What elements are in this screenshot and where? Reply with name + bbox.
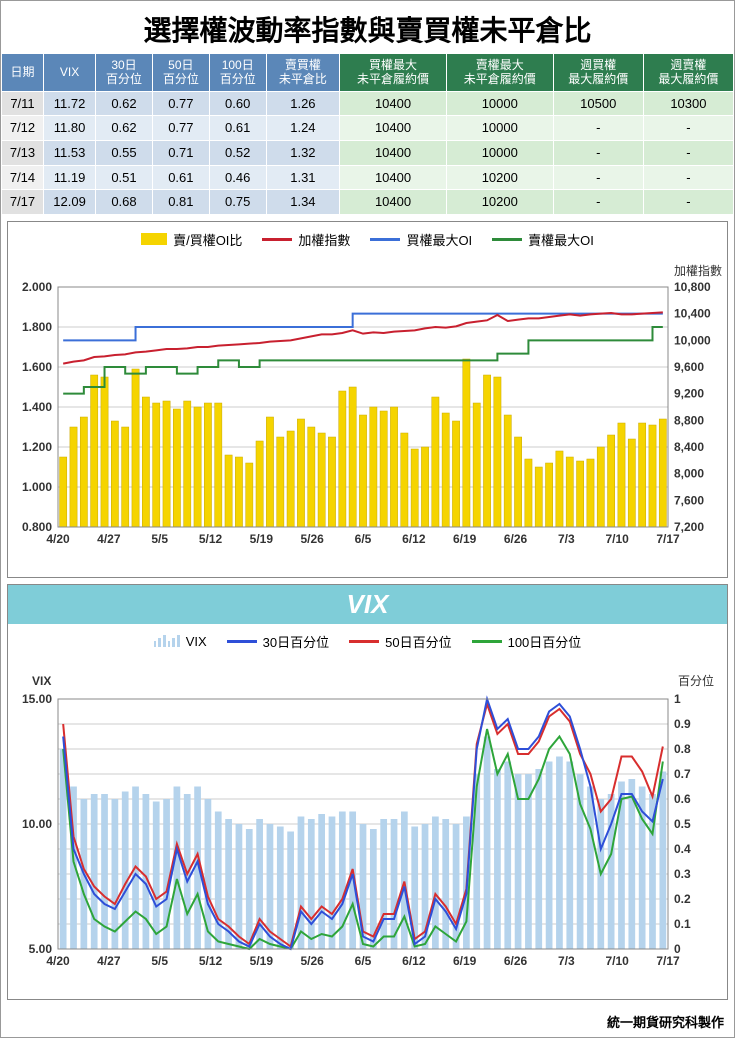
svg-text:1.200: 1.200 (22, 440, 52, 454)
svg-text:1: 1 (674, 692, 681, 706)
svg-text:VIX: VIX (32, 674, 51, 688)
legend-item: 加權指數 (262, 230, 350, 249)
svg-text:0.6: 0.6 (674, 792, 691, 806)
svg-text:4/20: 4/20 (46, 532, 70, 546)
th-left: 日期 (2, 54, 44, 92)
svg-text:0.9: 0.9 (674, 717, 691, 731)
svg-text:10,400: 10,400 (674, 306, 711, 320)
svg-text:7/10: 7/10 (605, 954, 629, 968)
svg-text:5/26: 5/26 (300, 532, 324, 546)
chart2-svg: 00.10.20.30.40.50.60.70.80.915.0010.0015… (8, 659, 728, 999)
svg-text:5/19: 5/19 (250, 954, 274, 968)
svg-text:5/12: 5/12 (199, 532, 223, 546)
legend-item: 賣權最大OI (492, 230, 594, 249)
svg-text:6/26: 6/26 (504, 954, 528, 968)
table-row: 7/1712.090.680.810.751.341040010200-- (2, 190, 734, 215)
svg-text:1.600: 1.600 (22, 360, 52, 374)
svg-text:0.8: 0.8 (674, 742, 691, 756)
chart1-svg: 0.8001.0001.2001.4001.6001.8002.0007,200… (8, 257, 728, 577)
th-left: 100日百分位 (209, 54, 266, 92)
svg-text:5/19: 5/19 (250, 532, 274, 546)
chart1-box: 賣/買權OI比加權指數買權最大OI賣權最大OI 0.8001.0001.2001… (7, 221, 728, 578)
svg-text:4/20: 4/20 (46, 954, 70, 968)
th-left: VIX (44, 54, 96, 92)
legend-item: 50日百分位 (349, 632, 451, 651)
svg-text:6/12: 6/12 (402, 954, 426, 968)
th-right: 買權最大未平倉履約價 (340, 54, 447, 92)
svg-text:7/17: 7/17 (656, 532, 680, 546)
table-row: 7/1211.800.620.770.611.241040010000-- (2, 116, 734, 141)
svg-text:5/12: 5/12 (199, 954, 223, 968)
table-row: 7/1311.530.550.710.521.321040010000-- (2, 140, 734, 165)
th-left: 50日百分位 (152, 54, 209, 92)
svg-text:0.5: 0.5 (674, 817, 691, 831)
th-right: 週買權最大履約價 (553, 54, 643, 92)
svg-text:6/5: 6/5 (355, 532, 372, 546)
svg-text:4/27: 4/27 (97, 954, 121, 968)
svg-text:5/26: 5/26 (300, 954, 324, 968)
svg-text:6/12: 6/12 (402, 532, 426, 546)
svg-text:7/3: 7/3 (558, 532, 575, 546)
svg-text:10,000: 10,000 (674, 333, 711, 347)
legend-item: 買權最大OI (370, 230, 472, 249)
footer-credit: 統一期貨研究科製作 (1, 1006, 734, 1037)
svg-text:2.000: 2.000 (22, 280, 52, 294)
svg-text:加權指數: 加權指數 (674, 263, 722, 278)
chart2-box: VIX VIX30日百分位50日百分位100日百分位 00.10.20.30.4… (7, 584, 728, 1000)
svg-text:0.4: 0.4 (674, 842, 691, 856)
svg-text:0.1: 0.1 (674, 917, 691, 931)
svg-text:7/17: 7/17 (656, 954, 680, 968)
svg-text:0.2: 0.2 (674, 892, 691, 906)
table-row: 7/1411.190.510.610.461.311040010200-- (2, 165, 734, 190)
svg-text:1.800: 1.800 (22, 320, 52, 334)
chart2-title: VIX (8, 585, 727, 624)
svg-text:6/5: 6/5 (355, 954, 372, 968)
page-container: 選擇權波動率指數與賣買權未平倉比 日期VIX30日百分位50日百分位100日百分… (0, 0, 735, 1038)
legend-item: VIX (154, 634, 207, 649)
svg-text:百分位: 百分位 (678, 673, 714, 688)
svg-text:10.00: 10.00 (22, 817, 52, 831)
svg-text:0.7: 0.7 (674, 767, 691, 781)
svg-text:9,200: 9,200 (674, 386, 704, 400)
svg-text:6/19: 6/19 (453, 532, 477, 546)
svg-text:6/19: 6/19 (453, 954, 477, 968)
svg-text:9,600: 9,600 (674, 360, 704, 374)
svg-text:5/5: 5/5 (151, 954, 168, 968)
data-table: 日期VIX30日百分位50日百分位100日百分位賣買權未平倉比買權最大未平倉履約… (1, 53, 734, 215)
svg-text:8,400: 8,400 (674, 440, 704, 454)
legend-item: 賣/買權OI比 (141, 230, 242, 249)
svg-text:1.400: 1.400 (22, 400, 52, 414)
svg-text:1.000: 1.000 (22, 480, 52, 494)
svg-text:4/27: 4/27 (97, 532, 121, 546)
th-right: 賣權最大未平倉履約價 (446, 54, 553, 92)
svg-text:8,000: 8,000 (674, 466, 704, 480)
svg-text:5/5: 5/5 (151, 532, 168, 546)
svg-text:7,600: 7,600 (674, 493, 704, 507)
chart1-legend: 賣/買權OI比 加權指數 買權最大OI 賣權最大OI (8, 222, 727, 257)
svg-text:7/3: 7/3 (558, 954, 575, 968)
th-left: 30日百分位 (96, 54, 153, 92)
svg-text:8,800: 8,800 (674, 413, 704, 427)
svg-text:0.3: 0.3 (674, 867, 691, 881)
svg-text:10,800: 10,800 (674, 280, 711, 294)
th-right: 週賣權最大履約價 (643, 54, 733, 92)
table-row: 7/1111.720.620.770.601.26104001000010500… (2, 91, 734, 116)
svg-text:15.00: 15.00 (22, 692, 52, 706)
th-left: 賣買權未平倉比 (266, 54, 340, 92)
legend-item: 100日百分位 (472, 632, 582, 651)
svg-text:6/26: 6/26 (504, 532, 528, 546)
chart2-legend: VIX 30日百分位 50日百分位 100日百分位 (8, 624, 727, 659)
page-title: 選擇權波動率指數與賣買權未平倉比 (1, 1, 734, 53)
legend-item: 30日百分位 (227, 632, 329, 651)
svg-text:7/10: 7/10 (605, 532, 629, 546)
